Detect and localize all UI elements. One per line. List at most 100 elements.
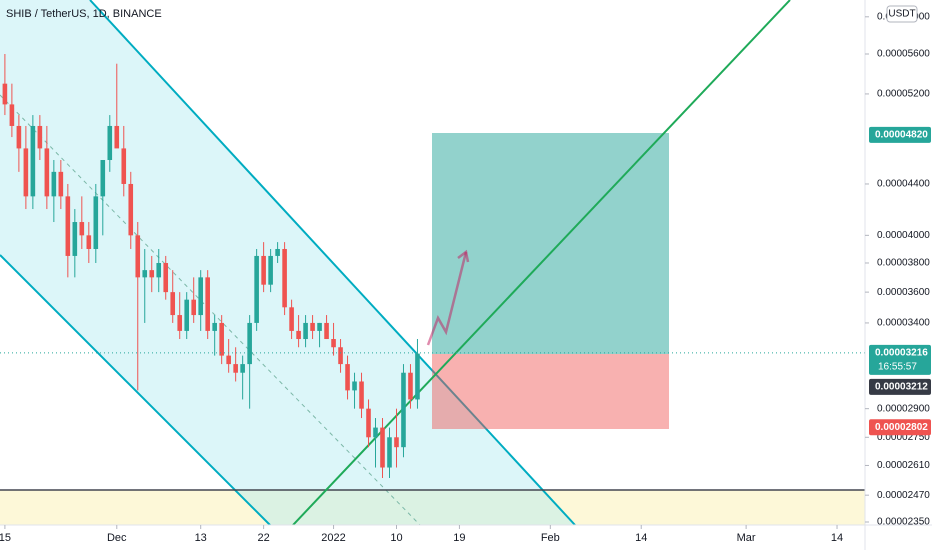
candle-body: [58, 171, 64, 197]
candle-body: [170, 292, 176, 316]
y-tick-label: 0.00002350: [877, 517, 930, 528]
candle-body: [184, 299, 190, 331]
y-tick-label: 0.00005200: [877, 89, 930, 100]
candle-body: [128, 183, 134, 236]
candle-body: [317, 322, 322, 331]
time-axis: [0, 525, 932, 550]
x-tick-label: 19: [453, 532, 465, 544]
y-tick-label: 0.00002750: [877, 432, 930, 443]
candle-body: [114, 125, 120, 149]
price-label-badge: [869, 126, 931, 143]
price-label: 0.00002802: [875, 422, 928, 433]
x-tick-label: 13: [195, 532, 207, 544]
candle-body: [331, 339, 336, 348]
candle-body: [212, 322, 217, 331]
price-label: 0.00003216: [875, 348, 928, 359]
candle-body: [44, 148, 50, 197]
y-tick-label: 0.00002610: [877, 460, 930, 471]
candle-body: [72, 222, 78, 256]
candle-body: [191, 299, 196, 316]
currency-badge[interactable]: [886, 5, 918, 23]
candle-body: [310, 322, 315, 331]
price-label-badge: [869, 344, 931, 375]
channel-upper: [89, 0, 576, 526]
candle-body: [30, 125, 36, 197]
candle-body: [366, 408, 371, 438]
channel-lower: [0, 254, 271, 526]
candle-body: [226, 355, 231, 365]
candle-body: [352, 381, 357, 391]
candle-body: [93, 196, 99, 249]
candles: [0, 53, 865, 478]
y-tick-label: 0.00003800: [877, 258, 930, 269]
candle-body: [142, 270, 148, 278]
candle-body: [86, 235, 92, 249]
price-axis: [865, 0, 932, 525]
candle-body: [387, 437, 392, 468]
x-tick-label: Feb: [541, 532, 560, 544]
y-tick-label: 0.00002470: [877, 490, 930, 501]
price-label: 0.00003212: [875, 382, 928, 393]
chart-title: SHIB / TetherUS, 1D, BINANCE: [6, 8, 162, 20]
candle-body: [2, 83, 8, 105]
candle-body: [79, 222, 85, 236]
projection-arrow: [426, 251, 468, 346]
y-tick-label: 0.00005600: [877, 49, 930, 60]
x-tick-label: 14: [635, 532, 647, 544]
candle-body: [401, 372, 406, 448]
candle-body: [100, 160, 106, 197]
candle-body: [408, 372, 413, 400]
candle-body: [303, 322, 308, 340]
y-tick-label: 0.00004000: [877, 230, 930, 241]
candle-body: [37, 125, 43, 149]
candle-body: [9, 104, 15, 126]
candle-body: [359, 381, 364, 409]
candle-body: [23, 148, 29, 197]
candle-body: [254, 255, 259, 323]
candle-body: [107, 125, 113, 161]
candle-body: [296, 330, 301, 340]
y-tick-label: 0.00002900: [877, 403, 930, 414]
channel-fill: [0, 0, 575, 525]
price-label-badge: [869, 378, 931, 395]
stop-zone: [432, 354, 669, 429]
currency: USDT: [888, 9, 915, 20]
candle-body: [380, 427, 385, 468]
y-tick-label: 0.00003400: [877, 318, 930, 329]
candle-body: [345, 364, 350, 391]
x-tick-label: 2022: [321, 532, 345, 544]
candle-body: [51, 171, 57, 197]
candle-body: [198, 277, 203, 316]
candle-body: [275, 248, 280, 256]
candle-body: [240, 364, 245, 373]
x-tick-label: 10: [390, 532, 402, 544]
candle-body: [121, 148, 127, 184]
candle-body: [338, 347, 343, 365]
candle-body: [324, 322, 329, 340]
candle-body: [373, 427, 378, 438]
x-tick-label: Dec: [107, 532, 127, 544]
candle-body: [233, 364, 238, 373]
candle-body: [156, 262, 162, 278]
candle-body: [65, 196, 71, 256]
candle-body: [163, 262, 169, 293]
candle-body: [394, 437, 399, 448]
candle-body: [289, 307, 294, 331]
candle-body: [16, 125, 22, 149]
y-tick-label: 0.00004400: [877, 179, 930, 190]
x-tick-label: 14: [831, 532, 843, 544]
candle-body: [282, 248, 287, 308]
x-tick-label: 15: [0, 532, 11, 544]
price-label: 0.00004820: [875, 129, 928, 140]
candle-body: [149, 270, 155, 278]
countdown: 16:55:57: [878, 362, 917, 373]
candle-body: [261, 255, 266, 285]
candle-body: [247, 322, 252, 365]
price-label-badge: [869, 419, 931, 436]
candle-body: [219, 322, 224, 356]
candle-body: [177, 315, 183, 331]
candle-body: [135, 235, 141, 278]
support-zone: [0, 490, 865, 525]
arrow-head: [457, 249, 470, 263]
